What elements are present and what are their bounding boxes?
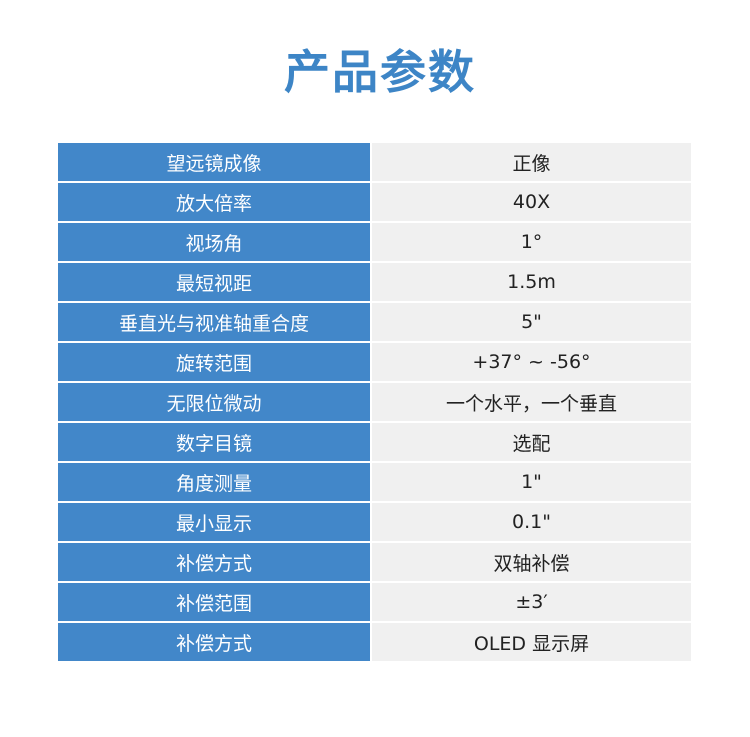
spec-value: 1.5m [372, 263, 691, 301]
spec-table: 望远镜成像 正像 放大倍率 40X 视场角 1° 最短视距 1.5m 垂直光与视准轴重合度 5" 旋… [58, 143, 691, 663]
spec-value: 1" [372, 463, 691, 501]
table-row: 无限位微动 一个水平，一个垂直 [58, 383, 691, 421]
table-row: 垂直光与视准轴重合度 5" [58, 303, 691, 341]
spec-label: 最短视距 [58, 263, 370, 301]
spec-label: 无限位微动 [58, 383, 370, 421]
spec-value: +37° ~ -56° [372, 343, 691, 381]
spec-value: 1° [372, 223, 691, 261]
page-title: 产品参数 [284, 45, 476, 99]
spec-value: 40X [372, 183, 691, 221]
spec-value: 正像 [372, 143, 691, 181]
table-row: 最小显示 0.1" [58, 503, 691, 541]
spec-value: ±3′ [372, 583, 691, 621]
spec-label: 旋转范围 [58, 343, 370, 381]
spec-value: 选配 [372, 423, 691, 461]
table-row: 补偿方式 双轴补偿 [58, 543, 691, 581]
table-row: 角度测量 1" [58, 463, 691, 501]
spec-label: 最小显示 [58, 503, 370, 541]
spec-value: 双轴补偿 [372, 543, 691, 581]
spec-value: 5" [372, 303, 691, 341]
table-row: 最短视距 1.5m [58, 263, 691, 301]
spec-label: 数字目镜 [58, 423, 370, 461]
spec-label: 放大倍率 [58, 183, 370, 221]
spec-label: 望远镜成像 [58, 143, 370, 181]
spec-label: 补偿方式 [58, 543, 370, 581]
spec-label: 视场角 [58, 223, 370, 261]
table-row: 补偿方式 OLED 显示屏 [58, 623, 691, 661]
spec-value: 一个水平，一个垂直 [372, 383, 691, 421]
spec-label: 补偿方式 [58, 623, 370, 661]
table-row: 放大倍率 40X [58, 183, 691, 221]
spec-label: 垂直光与视准轴重合度 [58, 303, 370, 341]
table-row: 补偿范围 ±3′ [58, 583, 691, 621]
table-row: 数字目镜 选配 [58, 423, 691, 461]
spec-value: 0.1" [372, 503, 691, 541]
table-row: 旋转范围 +37° ~ -56° [58, 343, 691, 381]
table-row: 视场角 1° [58, 223, 691, 261]
spec-value: OLED 显示屏 [372, 623, 691, 661]
table-row: 望远镜成像 正像 [58, 143, 691, 181]
spec-label: 角度测量 [58, 463, 370, 501]
spec-label: 补偿范围 [58, 583, 370, 621]
